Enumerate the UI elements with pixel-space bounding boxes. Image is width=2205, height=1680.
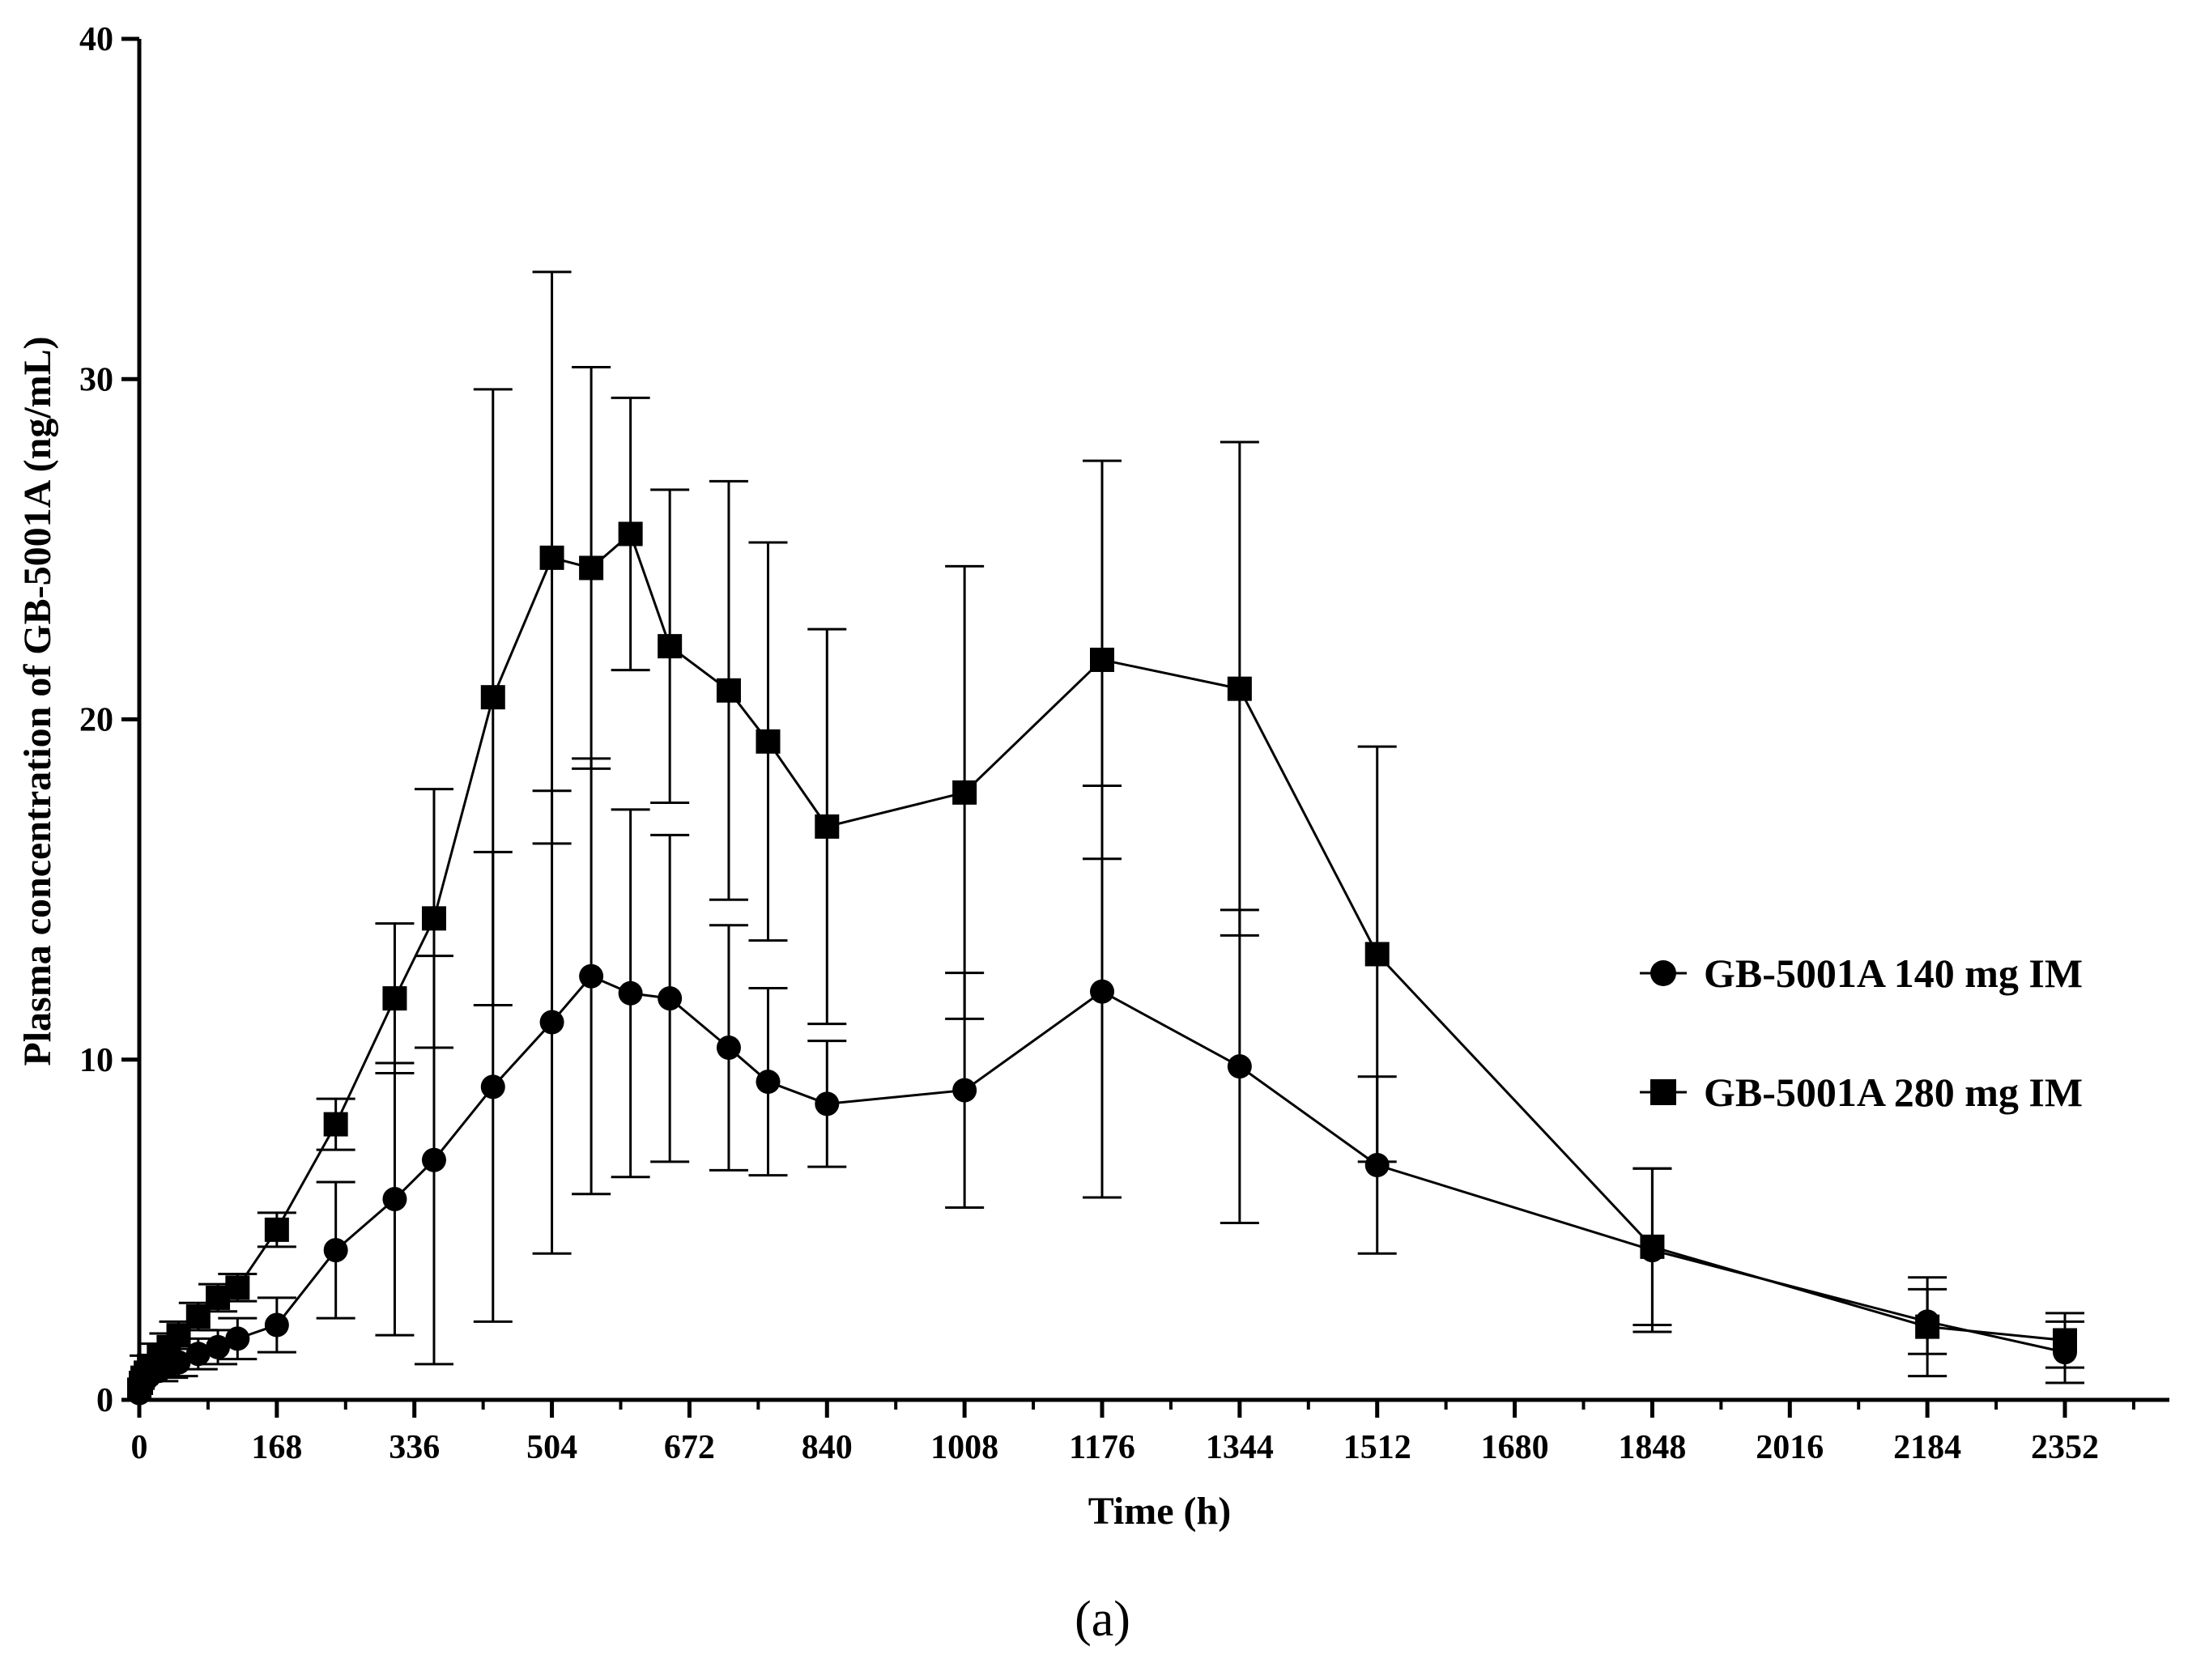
- data-point-circle: [206, 1334, 231, 1359]
- data-point-circle: [716, 1036, 741, 1061]
- x-ticks: 0 168 336 504 672 840 1008 1176 1344 1512 1680 1848…: [131, 1400, 2135, 1466]
- x-tick-label: 1680: [1481, 1429, 1549, 1466]
- data-point-circle: [382, 1187, 407, 1212]
- data-point-square: [716, 678, 741, 703]
- x-tick-label: 168: [251, 1429, 302, 1466]
- x-tick-label: 2016: [1756, 1429, 1824, 1466]
- legend: GB-5001A 140 mg IM GB-5001A 280 mg IM: [1640, 951, 2083, 1115]
- data-point-square: [579, 555, 604, 581]
- series-280mg: [127, 270, 2084, 1402]
- data-point-square: [421, 906, 446, 931]
- x-tick-label: 672: [664, 1429, 715, 1466]
- data-point-square: [618, 521, 643, 547]
- y-tick-label: 30: [79, 361, 113, 398]
- legend-marker-square: [1650, 1079, 1676, 1105]
- data-point-square: [225, 1275, 250, 1300]
- x-tick-label: 1008: [930, 1429, 998, 1466]
- plot-area: [127, 270, 2084, 1406]
- y-tick-label: 40: [79, 21, 113, 58]
- data-point-circle: [323, 1238, 348, 1263]
- data-point-circle: [815, 1091, 840, 1116]
- y-tick-label: 10: [79, 1042, 113, 1079]
- x-tick-label: 2184: [1893, 1429, 1961, 1466]
- x-tick-label: 1176: [1069, 1429, 1135, 1466]
- data-point-circle: [1090, 979, 1114, 1004]
- axes: 0 168 336 504 672 840 1008 1176 1344 1512 1680 1848…: [79, 21, 2169, 1466]
- data-point-circle: [480, 1074, 505, 1099]
- legend-marker-circle: [1650, 960, 1676, 986]
- data-point-circle: [579, 963, 604, 989]
- x-axis-title: Time (h): [1088, 1490, 1231, 1533]
- x-tick-label: 1344: [1206, 1429, 1274, 1466]
- data-point-circle: [1227, 1054, 1252, 1079]
- data-point-square: [1364, 942, 1390, 967]
- data-point-circle: [618, 980, 643, 1006]
- data-point-circle: [658, 986, 683, 1011]
- data-point-circle: [952, 1078, 977, 1103]
- data-point-square: [1915, 1314, 1940, 1339]
- x-tick-label: 840: [802, 1429, 853, 1466]
- data-point-circle: [264, 1312, 289, 1338]
- data-point-square: [952, 780, 977, 805]
- data-point-square: [1090, 647, 1114, 672]
- y-tick-label: 20: [79, 702, 113, 739]
- data-point-square: [480, 685, 505, 710]
- legend-item: GB-5001A 280 mg IM: [1640, 1070, 2083, 1115]
- x-tick-label: 2352: [2031, 1429, 2099, 1466]
- x-tick-label: 336: [389, 1429, 440, 1466]
- data-point-square: [2053, 1328, 2077, 1353]
- data-point-circle: [756, 1070, 781, 1095]
- data-point-square: [756, 729, 781, 754]
- data-point-square: [658, 634, 683, 659]
- data-point-square: [323, 1112, 348, 1137]
- legend-label: GB-5001A 280 mg IM: [1704, 1070, 2083, 1115]
- data-point-square: [1227, 676, 1252, 701]
- legend-item: GB-5001A 140 mg IM: [1640, 951, 2083, 996]
- data-point-square: [1640, 1234, 1665, 1259]
- y-tick-label: 0: [96, 1382, 113, 1419]
- legend-label: GB-5001A 140 mg IM: [1704, 951, 2083, 996]
- figure-caption: (a): [1075, 1592, 1130, 1647]
- x-tick-label: 0: [131, 1429, 148, 1466]
- x-tick-label: 504: [526, 1429, 577, 1466]
- data-point-circle: [225, 1326, 250, 1351]
- data-point-circle: [1364, 1153, 1390, 1178]
- data-point-circle: [539, 1010, 564, 1035]
- x-tick-label: 1512: [1343, 1429, 1411, 1466]
- data-point-circle: [421, 1147, 446, 1172]
- data-point-square: [539, 545, 564, 570]
- data-point-square: [382, 986, 407, 1011]
- y-axis-title: Plasma concentration of GB-5001A (ng/mL): [16, 336, 59, 1065]
- y-ticks: 0 10 20 30 40: [79, 21, 139, 1419]
- data-point-square: [815, 814, 840, 839]
- data-point-square: [264, 1217, 289, 1242]
- x-tick-label: 1848: [1618, 1429, 1686, 1466]
